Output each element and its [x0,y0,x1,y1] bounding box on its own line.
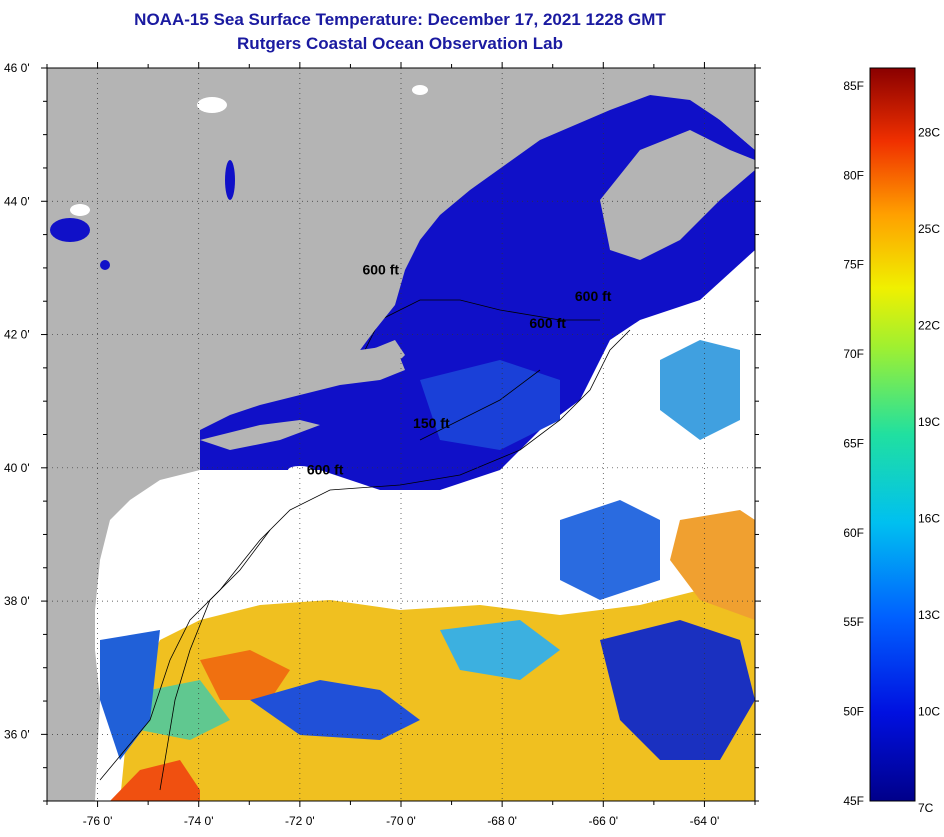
colorbar: 85F 80F 75F 70F 65F 60F 55F 50F 45F 28C 25C 22C 19C… [810,60,944,832]
colorbar-c-label: 19C [918,415,940,429]
lat-label: 44 0' [4,194,30,208]
contour-label: 600 ft [362,262,399,278]
colorbar-c-label: 25C [918,222,940,236]
colorbar-c-label: 7C [918,801,934,815]
warm-water-east [670,510,755,620]
lat-label: 38 0' [4,594,30,608]
lat-label: 42 0' [4,328,30,342]
lon-label: -76 0' [83,814,113,828]
colorbar-celsius-labels: 28C 25C 22C 19C 16C 13C 10C 7C [918,125,940,815]
map-title: NOAA-15 Sea Surface Temperature: Decembe… [134,10,666,29]
cool-water-patch-east [600,620,755,760]
contour-label: 600 ft [307,461,344,477]
sst-map: 46 0' 44 0' 42 0' 40 0' 38 0' 36 0' -76 0' -74… [4,61,761,828]
colorbar-f-label: 50F [843,705,864,719]
map-plot-area [47,68,755,801]
colorbar-c-label: 22C [918,318,940,332]
land-cloud-patches [70,85,428,620]
lon-label: -70 0' [386,814,416,828]
hot-water-region [200,650,290,700]
axis-ticks [41,62,761,807]
mixed-water-patch-4 [660,340,740,440]
lon-label: -68 0' [487,814,517,828]
hot-water-region-south [110,760,200,801]
colorbar-c-label: 10C [918,705,940,719]
contour-label: 600 ft [575,288,612,304]
contour-labels: 600 ft 600 ft 600 ft 150 ft 600 ft [307,262,612,478]
land-mass [47,68,755,801]
cape-cod [370,340,405,370]
colorbar-f-label: 85F [843,79,864,93]
nova-scotia [600,130,755,260]
longitude-labels: -76 0' -74 0' -72 0' -70 0' -68 0' -66 0' -64 … [83,814,720,828]
colorbar-c-label: 28C [918,125,940,139]
colorbar-f-label: 65F [843,436,864,450]
lon-label: -74 0' [184,814,214,828]
colorbar-f-label: 60F [843,526,864,540]
mixed-water-patch-2 [140,680,230,740]
long-island [200,420,320,450]
lat-label: 46 0' [4,61,30,75]
colorbar-svg: 85F 80F 75F 70F 65F 60F 55F 50F 45F 28C 25C 22C 19C… [843,67,940,815]
lon-label: -64 0' [690,814,720,828]
inland-water [50,160,235,270]
coastal-water-sw [100,630,160,760]
cool-water-patch [250,680,420,740]
colorbar-f-label: 70F [843,347,864,361]
lat-label: 40 0' [4,461,30,475]
colorbar-f-label: 80F [843,168,864,182]
colorbar-f-label: 45F [843,794,864,808]
colorbar-gradient [869,67,916,802]
colorbar-f-label: 55F [843,615,864,629]
contour-label: 150 ft [413,415,450,431]
colorbar-f-label: 75F [843,258,864,272]
lon-label: -66 0' [588,814,618,828]
latitude-labels: 46 0' 44 0' 42 0' 40 0' 38 0' 36 0' [4,61,30,741]
colorbar-c-label: 13C [918,608,940,622]
colorbar-c-label: 16C [918,512,940,526]
contour-150ft-south [159,529,271,791]
contour-label: 600 ft [529,315,566,331]
lat-label: 36 0' [4,727,30,741]
colorbar-fahrenheit-labels: 85F 80F 75F 70F 65F 60F 55F 50F 45F [843,79,864,808]
map-subtitle: Rutgers Coastal Ocean Observation Lab [237,34,563,53]
mixed-water-patch-3 [560,500,660,600]
lon-label: -72 0' [285,814,315,828]
warm-water-region [120,560,755,801]
contour-600ft [99,329,631,781]
contour-150ft [419,369,541,441]
graticule [47,68,755,801]
mixed-water-patch [440,620,560,680]
